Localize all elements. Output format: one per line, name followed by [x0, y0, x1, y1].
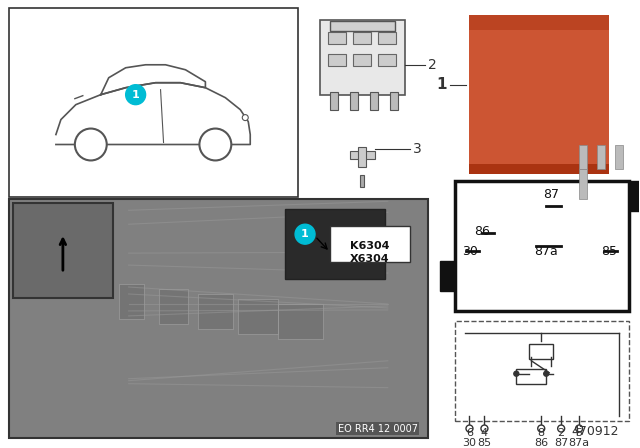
Circle shape	[295, 224, 315, 244]
Bar	[579, 169, 587, 199]
Text: 86: 86	[534, 439, 548, 448]
Bar	[13, 203, 113, 298]
Bar	[360, 176, 364, 187]
Text: 1: 1	[301, 229, 309, 239]
Circle shape	[125, 85, 146, 105]
Bar	[378, 54, 396, 66]
Text: 30: 30	[463, 439, 477, 448]
Text: X6304: X6304	[350, 254, 390, 264]
Text: 87: 87	[543, 188, 559, 201]
Bar	[615, 145, 623, 169]
Circle shape	[466, 425, 473, 432]
Text: 1: 1	[132, 90, 140, 99]
Bar	[350, 151, 375, 159]
Circle shape	[557, 425, 564, 432]
Bar	[320, 20, 404, 95]
Bar	[159, 289, 188, 324]
Bar	[629, 181, 640, 211]
Text: 85: 85	[601, 245, 617, 258]
Bar	[285, 209, 385, 279]
Bar	[330, 21, 395, 31]
Bar	[328, 54, 346, 66]
Bar	[579, 145, 587, 169]
Circle shape	[575, 425, 582, 432]
Bar	[330, 226, 410, 262]
Text: 86: 86	[474, 225, 490, 238]
Text: 2: 2	[557, 428, 564, 439]
Bar	[440, 261, 454, 291]
Bar	[9, 199, 428, 439]
Bar	[330, 92, 338, 110]
Text: 4: 4	[481, 428, 488, 439]
Text: 87a: 87a	[534, 245, 558, 258]
Bar	[353, 54, 371, 66]
Bar	[358, 147, 366, 168]
Circle shape	[243, 115, 248, 121]
Text: 8: 8	[538, 428, 545, 439]
Bar	[350, 92, 358, 110]
Bar	[9, 8, 298, 197]
Text: 470912: 470912	[572, 426, 619, 439]
Text: 3: 3	[413, 142, 421, 156]
Bar	[198, 294, 234, 329]
Circle shape	[538, 425, 545, 432]
Text: 85: 85	[477, 439, 492, 448]
Bar	[238, 299, 278, 334]
Bar	[597, 145, 605, 169]
Bar	[378, 32, 396, 44]
Text: 1: 1	[436, 77, 447, 92]
Text: 30: 30	[463, 245, 478, 258]
Circle shape	[75, 129, 107, 160]
Bar	[278, 304, 323, 339]
Bar	[470, 164, 609, 174]
Bar	[454, 321, 629, 421]
Bar	[353, 32, 371, 44]
Text: K6304: K6304	[350, 241, 390, 251]
Bar	[470, 15, 609, 30]
Circle shape	[514, 371, 519, 376]
Text: 5: 5	[575, 428, 582, 439]
Circle shape	[544, 371, 548, 376]
Bar	[516, 369, 546, 383]
Bar	[390, 92, 397, 110]
Text: 87a: 87a	[568, 439, 589, 448]
Text: EO RR4 12 0007: EO RR4 12 0007	[338, 423, 418, 434]
Bar	[370, 92, 378, 110]
Bar	[470, 25, 609, 169]
Polygon shape	[56, 83, 250, 145]
Circle shape	[481, 425, 488, 432]
Text: 87: 87	[554, 439, 568, 448]
Circle shape	[200, 129, 231, 160]
Bar	[118, 284, 143, 319]
Text: 2: 2	[428, 58, 436, 72]
Bar	[529, 344, 553, 359]
Text: 6: 6	[466, 428, 473, 439]
Bar	[454, 181, 629, 311]
Polygon shape	[100, 65, 205, 95]
Bar	[328, 32, 346, 44]
